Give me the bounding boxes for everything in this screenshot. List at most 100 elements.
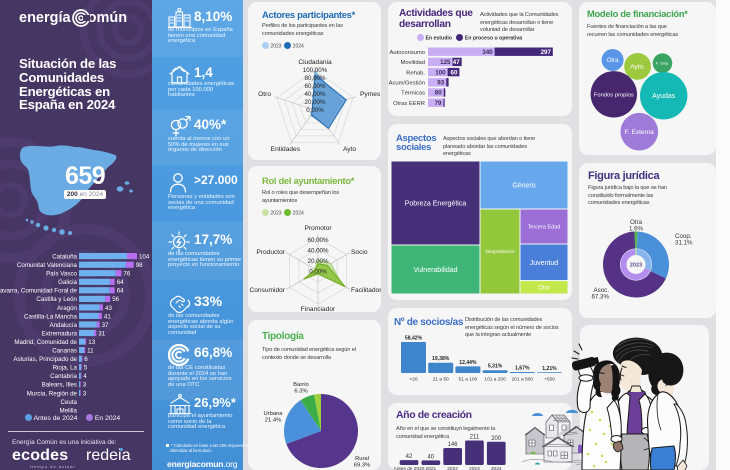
svg-text:56: 56: [112, 296, 119, 303]
svg-text:Térmicas: Térmicas: [401, 91, 425, 97]
svg-text:Vulnerabilidad: Vulnerabilidad: [413, 267, 457, 274]
svg-text:79: 79: [435, 100, 442, 107]
svg-text:Barrio: Barrio: [293, 382, 308, 388]
svg-text:Castilla-La Mancha: Castilla-La Mancha: [24, 313, 78, 320]
svg-text:Melilla: Melilla: [59, 407, 77, 414]
svg-text:2022: 2022: [447, 466, 458, 470]
svg-text:101 a 200: 101 a 200: [484, 377, 506, 383]
svg-text:Cantabria: Cantabria: [50, 373, 77, 380]
svg-text:2021: 2021: [425, 466, 436, 470]
svg-text:Otras EERR: Otras EERR: [393, 101, 425, 107]
svg-text:211: 211: [470, 435, 480, 441]
svg-text:13: 13: [88, 339, 95, 346]
svg-text:6.3%: 6.3%: [294, 389, 307, 395]
svg-text:40: 40: [427, 454, 434, 460]
svg-text:125: 125: [440, 59, 451, 66]
svg-text:98: 98: [136, 262, 143, 269]
svg-text:Otro: Otro: [538, 285, 550, 291]
svg-text:100,00%: 100,00%: [303, 67, 328, 74]
svg-text:Cataluña: Cataluña: [52, 254, 77, 261]
svg-text:12,44%: 12,44%: [459, 360, 477, 366]
svg-text:Autoconsumo: Autoconsumo: [390, 50, 425, 56]
svg-text:Comunitat Valenciana: Comunitat Valenciana: [17, 262, 78, 269]
svg-text:2024: 2024: [491, 466, 502, 470]
svg-text:80,00%: 80,00%: [305, 75, 326, 82]
svg-text:20,00%: 20,00%: [305, 99, 326, 106]
svg-text:Rioja, La: Rioja, La: [53, 365, 78, 372]
svg-text:40,00%: 40,00%: [305, 91, 326, 98]
svg-text:146: 146: [448, 442, 459, 448]
svg-text:51 a 100: 51 a 100: [459, 377, 478, 383]
svg-text:Facilitador: Facilitador: [351, 287, 381, 294]
svg-text:42: 42: [406, 454, 413, 460]
svg-text:5: 5: [84, 365, 88, 372]
svg-text:80: 80: [435, 90, 442, 97]
svg-text:Madrid, Comunidad de: Madrid, Comunidad de: [14, 339, 77, 346]
svg-text:Castilla y León: Castilla y León: [36, 296, 77, 303]
svg-text:F. coop.: F. coop.: [656, 62, 669, 66]
svg-text:Despoblación: Despoblación: [485, 249, 514, 255]
svg-text:93: 93: [437, 80, 444, 87]
svg-text:58,42%: 58,42%: [405, 336, 423, 342]
svg-text:20,00%: 20,00%: [308, 258, 329, 265]
svg-text:Otro: Otro: [258, 91, 271, 98]
svg-text:2023: 2023: [469, 466, 480, 470]
svg-text:Asturias, Principado de: Asturias, Principado de: [13, 356, 77, 363]
svg-text:Pobreza Energética: Pobreza Energética: [405, 201, 467, 208]
svg-text:340: 340: [482, 49, 493, 56]
svg-text:Financiador: Financiador: [301, 306, 336, 312]
svg-text:Galicia: Galicia: [58, 279, 77, 286]
svg-text:60,00%: 60,00%: [305, 83, 326, 90]
svg-text:<20: <20: [409, 377, 417, 383]
svg-text:40,00%: 40,00%: [308, 248, 329, 255]
svg-text:Canarias: Canarias: [52, 348, 77, 355]
svg-text:Rehab.: Rehab.: [406, 70, 425, 76]
svg-text:0,00%: 0,00%: [309, 269, 327, 276]
svg-text:Pymes: Pymes: [360, 91, 381, 98]
svg-text:Otra: Otra: [607, 58, 619, 64]
svg-text:76: 76: [123, 271, 130, 278]
svg-text:Murcia, Región de: Murcia, Región de: [27, 390, 78, 397]
svg-text:Andalucía: Andalucía: [49, 322, 77, 329]
svg-text:69.3%: 69.3%: [354, 463, 370, 469]
svg-text:0,00%: 0,00%: [306, 107, 324, 114]
svg-text:Género: Género: [512, 183, 535, 190]
svg-text:100: 100: [435, 69, 446, 76]
svg-text:21 a 50: 21 a 50: [433, 377, 449, 383]
svg-text:3: 3: [83, 382, 87, 389]
svg-text:Rural: Rural: [355, 456, 369, 462]
svg-text:1.6%: 1.6%: [629, 226, 644, 233]
svg-text:Aragón: Aragón: [57, 305, 78, 312]
svg-text:Ciudadania: Ciudadania: [298, 59, 332, 66]
svg-text:2023: 2023: [630, 263, 642, 269]
svg-text:Productor: Productor: [256, 249, 285, 256]
svg-text:5,31%: 5,31%: [488, 364, 503, 370]
svg-text:37: 37: [102, 322, 109, 329]
svg-text:Ayto: Ayto: [343, 146, 356, 153]
svg-text:Extremadura: Extremadura: [42, 330, 78, 337]
svg-text:Ceuta: Ceuta: [60, 399, 77, 406]
svg-text:64: 64: [117, 288, 124, 295]
svg-text:Coop.: Coop.: [675, 233, 692, 240]
svg-text:Movilidad: Movilidad: [401, 60, 426, 66]
svg-text:Otra: Otra: [630, 219, 643, 226]
svg-text:Entidades: Entidades: [271, 146, 301, 153]
svg-text:Juventud: Juventud: [530, 260, 559, 267]
svg-text:1,67%: 1,67%: [515, 366, 530, 372]
svg-text:60: 60: [451, 69, 458, 76]
svg-text:Antes de 2020: Antes de 2020: [394, 466, 425, 470]
svg-text:País Vasco: País Vasco: [46, 271, 77, 278]
svg-text:3: 3: [83, 390, 87, 397]
svg-text:19,38%: 19,38%: [432, 356, 450, 362]
svg-text:Fondos propios: Fondos propios: [594, 92, 634, 98]
svg-text:Tercera Edad: Tercera Edad: [528, 224, 561, 230]
svg-text:1,21%: 1,21%: [542, 366, 557, 372]
svg-text:6: 6: [84, 356, 88, 363]
svg-text:F. Externa: F. Externa: [625, 129, 655, 136]
svg-text:Asoc.: Asoc.: [594, 287, 610, 294]
svg-text:201 a 500: 201 a 500: [512, 377, 534, 383]
svg-text:31: 31: [98, 330, 105, 337]
svg-text:297: 297: [541, 49, 552, 56]
svg-text:11: 11: [87, 348, 94, 355]
svg-text:21.4%: 21.4%: [265, 418, 281, 424]
